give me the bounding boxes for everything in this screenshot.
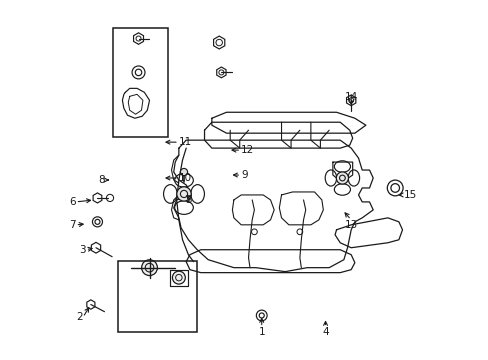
Text: 14: 14 [344,92,357,102]
Text: 6: 6 [69,197,75,207]
Bar [118,261,197,332]
Bar [112,28,168,137]
Text: 2: 2 [76,312,82,323]
Circle shape [142,260,157,275]
Circle shape [336,172,348,184]
Text: 13: 13 [344,220,357,230]
Circle shape [177,187,191,201]
Text: 1: 1 [258,328,264,337]
Circle shape [172,271,185,284]
Text: 8: 8 [98,175,104,185]
Text: 7: 7 [69,220,75,230]
Text: 10: 10 [179,173,192,183]
Text: 3: 3 [79,245,85,255]
Text: 11: 11 [179,137,192,147]
Text: 4: 4 [322,328,328,337]
Text: 9: 9 [241,170,247,180]
Text: 5: 5 [184,195,191,205]
Text: 15: 15 [403,190,416,200]
Circle shape [180,168,187,176]
Text: 12: 12 [241,145,254,155]
